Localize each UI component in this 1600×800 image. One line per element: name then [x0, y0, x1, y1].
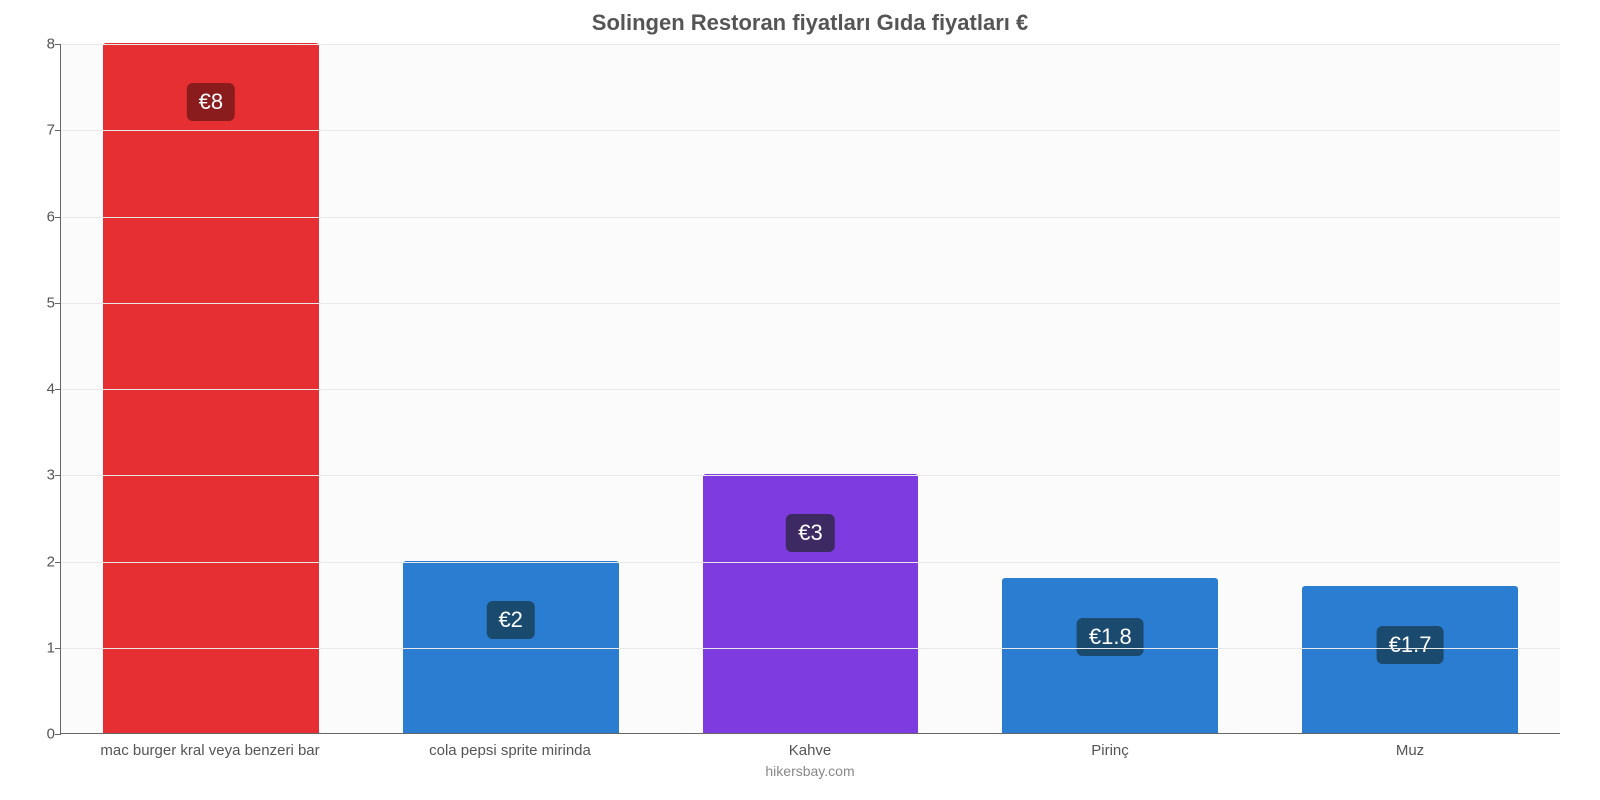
- bar: €1.7: [1302, 586, 1518, 733]
- bar: €3: [703, 474, 919, 733]
- x-axis-label: Kahve: [660, 734, 960, 759]
- y-tick-mark: [55, 130, 61, 131]
- y-tick-mark: [55, 217, 61, 218]
- chart-footer: hikersbay.com: [60, 763, 1560, 779]
- gridline: [61, 389, 1560, 390]
- gridline: [61, 648, 1560, 649]
- bar-value-badge: €2: [486, 601, 534, 639]
- bar: €1.8: [1002, 578, 1218, 733]
- gridline: [61, 44, 1560, 45]
- y-tick-mark: [55, 734, 61, 735]
- y-tick-label: 2: [31, 553, 55, 570]
- y-tick-mark: [55, 648, 61, 649]
- y-tick-mark: [55, 389, 61, 390]
- bar-value-badge: €8: [187, 83, 235, 121]
- y-tick-mark: [55, 475, 61, 476]
- y-tick-label: 0: [31, 726, 55, 743]
- chart-container: Solingen Restoran fiyatları Gıda fiyatla…: [0, 0, 1600, 800]
- gridline: [61, 562, 1560, 563]
- bar-value-badge: €1.7: [1377, 626, 1444, 664]
- y-tick-label: 7: [31, 122, 55, 139]
- gridline: [61, 303, 1560, 304]
- gridline: [61, 130, 1560, 131]
- x-axis-label: cola pepsi sprite mirinda: [360, 734, 660, 759]
- x-axis-label: Muz: [1260, 734, 1560, 759]
- bar-value-badge: €3: [786, 514, 834, 552]
- bar: €8: [103, 43, 319, 733]
- y-tick-label: 4: [31, 381, 55, 398]
- gridline: [61, 475, 1560, 476]
- gridline: [61, 217, 1560, 218]
- y-tick-label: 1: [31, 639, 55, 656]
- x-axis-label: Pirinç: [960, 734, 1260, 759]
- x-axis-label: mac burger kral veya benzeri bar: [60, 734, 360, 759]
- y-tick-label: 3: [31, 467, 55, 484]
- x-axis-labels: mac burger kral veya benzeri barcola pep…: [60, 734, 1560, 759]
- plot-area: €8€2€3€1.8€1.7 012345678: [60, 44, 1560, 734]
- bar-value-badge: €1.8: [1077, 618, 1144, 656]
- y-tick-label: 5: [31, 294, 55, 311]
- y-tick-mark: [55, 44, 61, 45]
- y-tick-label: 8: [31, 36, 55, 53]
- chart-title: Solingen Restoran fiyatları Gıda fiyatla…: [60, 10, 1560, 36]
- y-tick-mark: [55, 562, 61, 563]
- y-tick-mark: [55, 303, 61, 304]
- y-tick-label: 6: [31, 208, 55, 225]
- bar: €2: [403, 561, 619, 734]
